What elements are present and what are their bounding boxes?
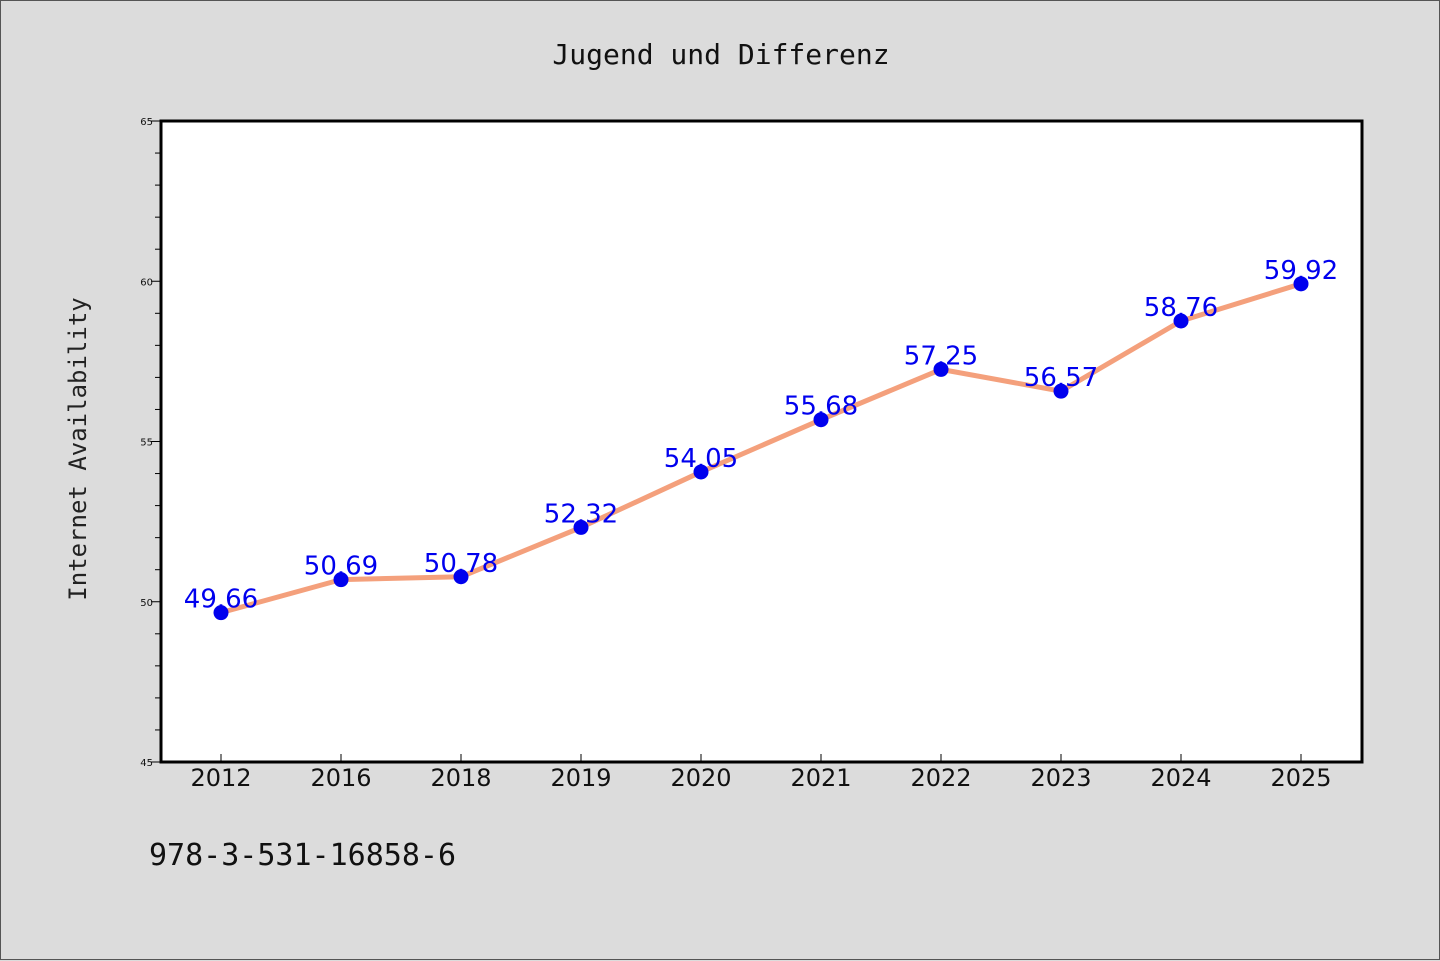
- x-tick-label: 2012: [190, 764, 251, 792]
- data-label: 59.92: [1264, 256, 1338, 286]
- x-tick-label: 2021: [790, 764, 851, 792]
- y-tick-label: 55: [140, 438, 153, 449]
- y-axis-label: Internet Availability: [64, 297, 92, 600]
- data-label: 58.76: [1144, 293, 1218, 323]
- data-point: [693, 464, 709, 480]
- x-axis: 2012 2016 2018 2019 2020 2021 2022 2023 2024 2025: [190, 754, 1332, 792]
- markers-group: [213, 276, 1309, 621]
- y-axis: 45 50 55 60 65: [140, 117, 161, 769]
- series-line-group: [218, 281, 1304, 616]
- data-point: [1173, 313, 1189, 329]
- y-tick-label: 45: [140, 758, 153, 769]
- chart-title: Jugend und Differenz: [552, 38, 889, 71]
- data-label: 55.68: [784, 392, 858, 422]
- data-labels-group: 49.66 50.69 50.78 52.32 54.05 55.68 57.25 56.57…: [184, 256, 1338, 615]
- x-tick-label: 2025: [1270, 764, 1331, 792]
- data-label: 50.69: [304, 552, 378, 582]
- data-point: [933, 361, 949, 377]
- data-point: [333, 572, 349, 588]
- data-label: 52.32: [544, 499, 618, 529]
- x-tick-label: 2024: [1150, 764, 1211, 792]
- data-point: [573, 519, 589, 535]
- data-point: [813, 412, 829, 428]
- data-label: 54.05: [664, 444, 738, 474]
- footnote-isbn: 978-3-531-16858-6: [149, 838, 456, 873]
- x-tick-label: 2023: [1030, 764, 1091, 792]
- x-tick-label: 2019: [550, 764, 611, 792]
- data-point: [453, 569, 469, 585]
- data-label: 50.78: [424, 549, 498, 579]
- data-label: 49.66: [184, 585, 258, 615]
- plot-area: [159, 119, 1364, 764]
- x-tick-label: 2020: [670, 764, 731, 792]
- data-point: [1053, 383, 1069, 399]
- series-line: [218, 281, 1304, 616]
- data-point: [1293, 276, 1309, 292]
- y-tick-label: 60: [140, 277, 153, 288]
- y-tick-label: 50: [140, 598, 153, 609]
- x-tick-label: 2018: [430, 764, 491, 792]
- x-tick-label: 2016: [310, 764, 371, 792]
- data-label: 56.57: [1024, 363, 1098, 393]
- x-tick-label: 2022: [910, 764, 971, 792]
- data-label: 57.25: [904, 341, 978, 371]
- y-tick-label: 65: [140, 117, 153, 128]
- data-point: [213, 605, 229, 621]
